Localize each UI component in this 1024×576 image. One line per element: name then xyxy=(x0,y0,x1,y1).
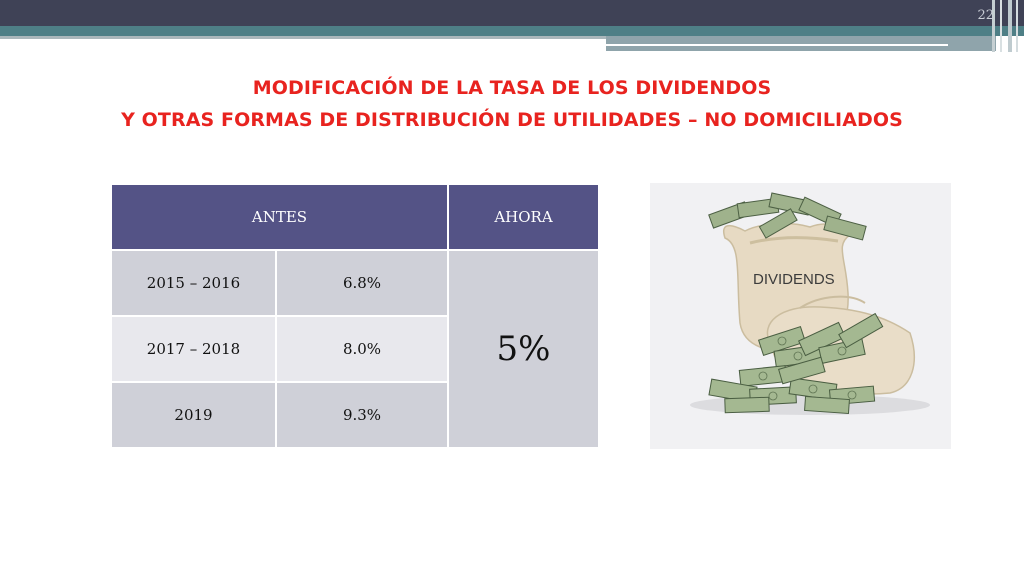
table-row: 2017 – 2018 8.0% xyxy=(110,315,599,383)
right-band-line xyxy=(606,44,948,46)
light-band xyxy=(0,36,608,39)
decor-bar xyxy=(1008,0,1012,52)
rate-cell: 6.8% xyxy=(275,249,449,317)
money-bag-illustration: DIVIDENDS xyxy=(690,192,930,415)
rates-table: ANTES AHORA 2015 – 2016 6.8% 5% 2017 – 2… xyxy=(110,183,600,449)
dividends-bag-image: DIVIDENDS xyxy=(650,183,951,449)
slide-title-line1: MODIFICACIÓN DE LA TASA DE LOS DIVIDENDO… xyxy=(252,77,772,99)
table-header-row: ANTES AHORA xyxy=(110,183,600,251)
decor-bar xyxy=(1016,0,1018,52)
top-band xyxy=(0,0,1024,26)
table-row: 2015 – 2016 6.8% 5% xyxy=(110,249,600,449)
page-number: 22 xyxy=(977,8,994,23)
right-band xyxy=(606,36,996,51)
current-rate-cell: 5% xyxy=(447,249,600,449)
bag-label: DIVIDENDS xyxy=(753,271,835,288)
period-cell: 2019 xyxy=(110,381,277,449)
header-before: ANTES xyxy=(110,183,449,251)
table-row: 2019 9.3% xyxy=(110,381,599,449)
header-now: AHORA xyxy=(447,183,600,251)
period-cell: 2017 – 2018 xyxy=(110,315,277,383)
decor-bar xyxy=(992,0,995,52)
rate-cell: 9.3% xyxy=(275,381,449,449)
decor-bar xyxy=(1000,0,1002,52)
period-cell: 2015 – 2016 xyxy=(110,249,277,317)
teal-band xyxy=(0,26,1024,36)
slide-title-line2: Y OTRAS FORMAS DE DISTRIBUCIÓN DE UTILID… xyxy=(121,109,903,131)
rate-cell: 8.0% xyxy=(275,315,449,383)
